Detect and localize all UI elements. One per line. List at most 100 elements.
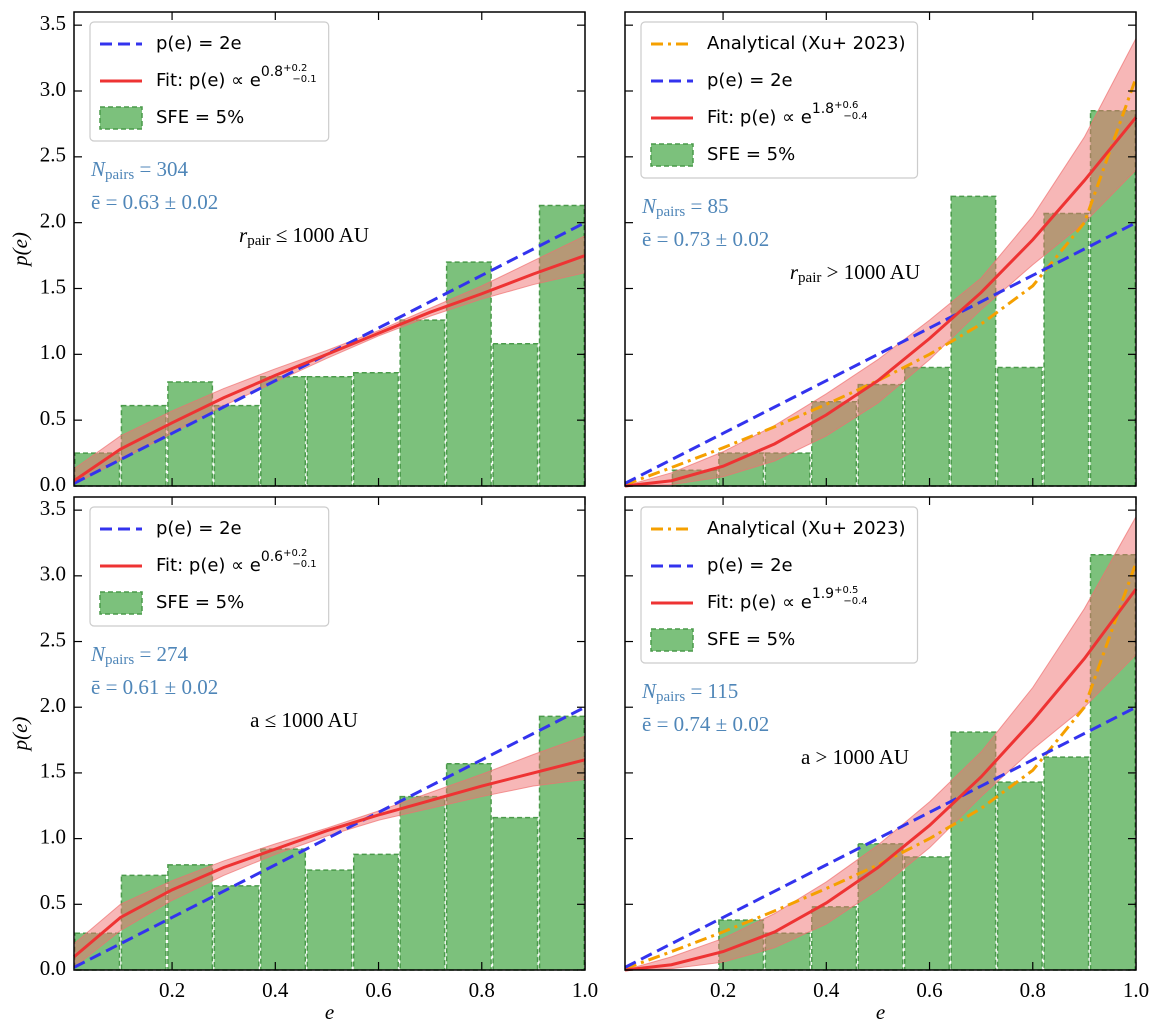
legend-label-text: Fit: p(e) ∝ e [156, 555, 261, 576]
y-tick-label: 2.0 [40, 693, 66, 717]
legend-label-text: Fit: p(e) ∝ e [707, 592, 812, 613]
legend: Analytical (Xu+ 2023) p(e) = 2e Fit: p(e) … [640, 506, 919, 664]
legend-label-text: SFE = 5% [707, 629, 795, 650]
legend-label-text: SFE = 5% [156, 107, 244, 128]
x-axis-label: e [325, 1000, 334, 1024]
annotation: rpair ≤ 1000 AU [239, 223, 369, 250]
annotation-subscript: pairs [656, 689, 685, 705]
annotation-text: ē = 0.73 ± 0.02 [642, 227, 769, 251]
y-tick-label: 0.0 [40, 472, 66, 496]
legend-exponent-upper: +0.2 [283, 63, 307, 74]
annotation: ē = 0.61 ± 0.02 [91, 675, 218, 699]
annotation-text: N [641, 679, 657, 703]
y-tick-label: 1.5 [40, 274, 66, 298]
y-tick-label: 2.5 [40, 143, 66, 167]
y-tick-label: 1.0 [40, 824, 66, 848]
legend-label: p(e) = 2e [156, 518, 242, 539]
legend-label-text: p(e) = 2e [156, 518, 242, 539]
legend-label-text: Fit: p(e) ∝ e [707, 107, 812, 128]
line [73, 758, 586, 959]
legend-frame [640, 21, 919, 179]
line [73, 254, 586, 482]
line [624, 562, 1138, 971]
annotation-subscript: pair [247, 233, 270, 249]
legend-swatch [650, 143, 694, 167]
y-tick-label: 1.5 [40, 759, 66, 783]
annotation: ē = 0.73 ± 0.02 [642, 227, 769, 251]
legend-label: SFE = 5% [156, 107, 244, 128]
legend-label-text: SFE = 5% [707, 144, 795, 165]
legend-swatch [99, 106, 143, 130]
legend-label: p(e) = 2e [707, 555, 793, 576]
histogram-bar [306, 869, 353, 971]
line [73, 221, 586, 485]
y-tick-label: 3.0 [40, 77, 66, 101]
line [624, 221, 1137, 485]
legend-exponent-lower: −0.4 [843, 111, 867, 122]
legend-label: Fit: p(e) ∝ e1.8+0.6 −0.4 [707, 100, 868, 128]
y-tick-label: 2.5 [40, 627, 66, 651]
legend-frame [640, 506, 919, 664]
plot-area [73, 204, 586, 487]
legend-swatch [99, 591, 143, 615]
x-tick-label: 0.4 [262, 978, 289, 1002]
annotation-tail: = 115 [685, 679, 738, 703]
histogram-bar [352, 853, 399, 971]
annotation-text: N [90, 642, 106, 666]
histogram-bar [950, 195, 997, 487]
annotation-text: a > 1000 AU [801, 745, 909, 769]
histogram-bar [306, 375, 353, 487]
annotation-subscript: pairs [656, 204, 685, 220]
line [73, 705, 586, 969]
annotation-tail: = 274 [134, 642, 188, 666]
legend-exponent-lower: −0.4 [843, 596, 867, 607]
y-tick-label: 3.5 [40, 496, 66, 520]
histogram-bar [1043, 756, 1090, 971]
annotation-text: N [641, 194, 657, 218]
histogram-bar [492, 816, 539, 971]
y-tick-label: 1.0 [40, 340, 66, 364]
histogram-bar [996, 366, 1043, 487]
legend-label-text: SFE = 5% [156, 592, 244, 613]
y-axis-label: p(e) [8, 232, 32, 268]
legend-exponent-upper: +0.2 [283, 548, 307, 559]
legend-label-text: p(e) = 2e [707, 555, 793, 576]
legend-swatch [650, 628, 694, 652]
y-tick-label: 3.0 [40, 562, 66, 586]
annotation: ē = 0.63 ± 0.02 [91, 190, 218, 214]
histogram-bar [903, 856, 950, 971]
legend-label: Fit: p(e) ∝ e1.9+0.5 −0.4 [707, 585, 868, 613]
annotation-subscript: pair [798, 270, 821, 286]
line [624, 77, 1138, 487]
legend-label: SFE = 5% [707, 144, 795, 165]
annotation-text: ē = 0.61 ± 0.02 [91, 675, 218, 699]
annotation-text: ē = 0.74 ± 0.02 [642, 712, 769, 736]
legend: Analytical (Xu+ 2023) p(e) = 2e Fit: p(e) … [640, 21, 919, 179]
annotation-text: N [90, 157, 106, 181]
axes-frame [624, 496, 1137, 971]
legend-label-text: Fit: p(e) ∝ e [156, 70, 261, 91]
y-tick-label: 2.0 [40, 208, 66, 232]
y-axis-label: p(e) [8, 717, 32, 753]
annotation-subscript: pairs [105, 652, 134, 668]
legend-label-text: p(e) = 2e [156, 33, 242, 54]
legend-frame [89, 506, 330, 627]
legend-exponent-upper: +0.5 [834, 585, 858, 596]
x-tick-label: 0.6 [365, 978, 391, 1002]
x-tick-label: 0.4 [813, 978, 840, 1002]
legend-label: Fit: p(e) ∝ e0.6+0.2 −0.1 [156, 548, 317, 576]
legend-label-text: Analytical (Xu+ 2023) [707, 33, 906, 54]
annotation: Npairs = 85 [641, 194, 729, 221]
annotation: a > 1000 AU [801, 745, 909, 769]
legend-exponent-lower: −0.1 [292, 559, 316, 570]
annotation-text: r [239, 223, 248, 247]
legend-label: p(e) = 2e [156, 33, 242, 54]
legend-label: Analytical (Xu+ 2023) [707, 33, 906, 54]
histogram-bar [260, 375, 307, 487]
x-axis-label: e [876, 1000, 885, 1024]
axes-frame [624, 11, 1137, 487]
y-tick-label: 0.5 [40, 890, 66, 914]
y-tick-label: 3.5 [40, 11, 66, 35]
line [624, 588, 1138, 972]
line [624, 116, 1138, 488]
